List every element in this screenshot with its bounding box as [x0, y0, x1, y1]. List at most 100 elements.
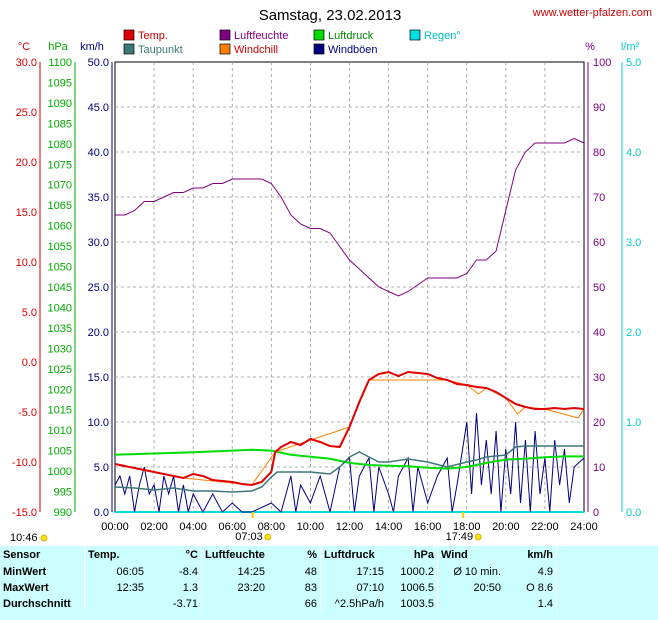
pressure-tick-label: 1065 — [48, 200, 72, 212]
humidity-tick-label: 40 — [593, 327, 605, 339]
pressure-tick-label: 1060 — [48, 221, 72, 233]
wind-tick-label: 30.0 — [88, 237, 109, 249]
chart-title: Samstag, 23.02.2013 — [259, 7, 402, 24]
stats-head-temp-unit: °C — [185, 549, 198, 561]
legend-label: Temp. — [138, 30, 168, 42]
series-line-luftfeuchte — [115, 137, 585, 297]
wind-tick-label: 45.0 — [88, 102, 109, 114]
wind-tick-label: 0.0 — [94, 507, 109, 519]
pressure-tick-label: 1050 — [48, 262, 72, 274]
rain-unit-label: l/m² — [621, 41, 640, 53]
stats-head-wind-unit: km/h — [527, 549, 553, 561]
legend-label: Regen° — [424, 30, 461, 42]
time-tick-label: 06:00 — [218, 521, 246, 533]
pressure-tick-label: 1010 — [48, 425, 72, 437]
stats-wind-value: 1.4 — [537, 598, 553, 610]
temp-tick-label: 20.0 — [16, 157, 37, 169]
rain-tick-label: 2.0 — [626, 327, 641, 339]
stats-wind-label: Ø 10 min. — [437, 564, 504, 580]
sun-times: 07:03 17:49 10:46 — [10, 512, 482, 544]
stats-press-value: 1003.5 — [400, 598, 434, 610]
pressure-tick-label: 990 — [54, 507, 72, 519]
stats-press-time: 17:15 — [320, 564, 387, 580]
stats-spacer — [556, 580, 658, 596]
sunset-icon — [474, 533, 482, 541]
legend-label: Windchill — [234, 44, 278, 56]
stats-label: Durchschnitt — [3, 598, 71, 610]
stats-head-sensor: Sensor — [3, 549, 41, 561]
legend-swatch — [219, 43, 231, 55]
legend-swatch — [123, 43, 135, 55]
wind-unit-label: km/h — [80, 41, 104, 53]
series-line-temp — [114, 370, 585, 487]
pressure-tick-label: 1100 — [48, 57, 72, 69]
legend-swatch — [313, 43, 325, 55]
pressure-tick-label: 1035 — [48, 323, 72, 335]
stats-temp-value: -3.71 — [172, 598, 198, 610]
pressure-tick-label: 1040 — [48, 302, 72, 314]
temp-tick-label: 10.0 — [16, 257, 37, 269]
temp-tick-label: -10.0 — [12, 457, 37, 469]
weather-chart: Samstag, 23.02.2013 www.wetter-pfalzen.c… — [10, 7, 652, 544]
stats-hum-value: 66 — [304, 598, 317, 610]
humidity-tick-label: 60 — [593, 237, 605, 249]
time-tick-label: 20:00 — [492, 521, 520, 533]
pressure-tick-label: 1045 — [48, 282, 72, 294]
humidity-tick-label: 0 — [593, 507, 599, 519]
time-tick-label: 08:00 — [258, 521, 286, 533]
stats-head-hum-unit: % — [307, 549, 317, 561]
pressure-unit-label: hPa — [48, 41, 68, 53]
chart-axes: °C hPa km/h% l/m² 30.0 25.0 20.0 15.0 10.0 5.0 0.0… — [12, 41, 641, 533]
humidity-tick-label: 100 — [593, 57, 611, 69]
stats-wind-label: 20:50 — [437, 580, 504, 596]
time-tick-label: 12:00 — [336, 521, 364, 533]
stats-head-press-unit: hPa — [413, 549, 434, 561]
pressure-tick-label: 1020 — [48, 384, 72, 396]
stats-head-temp: Temp. — [84, 546, 147, 564]
temp-tick-label: 15.0 — [16, 207, 37, 219]
stats-hum-time — [201, 596, 268, 612]
wind-tick-label: 20.0 — [88, 327, 109, 339]
legend-label: Taupunkt — [138, 44, 183, 56]
pressure-tick-label: 1025 — [48, 364, 72, 376]
wind-tick-label: 15.0 — [88, 372, 109, 384]
pressure-tick-label: 1015 — [48, 405, 72, 417]
time-tick-label: 14:00 — [375, 521, 403, 533]
sunset-time: 17:49 — [446, 531, 474, 543]
legend-swatch — [313, 29, 325, 41]
stats-hum-value: 48 — [304, 566, 317, 578]
stats-row-max: MaxWert 12:35 1.3 23:20 83 07:10 1006.5 … — [0, 580, 658, 596]
temp-tick-label: 30.0 — [16, 57, 37, 69]
chart-legend: Temp. Taupunkt Luftfeuchte Windchill Luftdru… — [123, 29, 461, 56]
time-tick-label: 24:00 — [570, 521, 598, 533]
wind-tick-label: 40.0 — [88, 147, 109, 159]
pressure-tick-label: 995 — [54, 487, 72, 499]
legend-swatch — [123, 29, 135, 41]
stats-spacer — [556, 564, 658, 580]
stats-spacer — [556, 596, 658, 612]
stats-label: MinWert — [3, 566, 47, 578]
sunrise-time: 07:03 — [235, 531, 263, 543]
time-tick-label: 00:00 — [101, 521, 129, 533]
wind-tick-label: 10.0 — [88, 417, 109, 429]
humidity-tick-label: 10 — [593, 462, 605, 474]
chart-series — [114, 137, 585, 514]
legend-label: Windböen — [328, 44, 378, 56]
rain-tick-label: 3.0 — [626, 237, 641, 249]
time-tick-label: 18:00 — [453, 521, 481, 533]
pressure-tick-label: 1085 — [48, 118, 72, 130]
series-line-taupunkt — [114, 445, 584, 493]
wind-tick-label: 5.0 — [94, 462, 109, 474]
time-tick-label: 04:00 — [179, 521, 207, 533]
humidity-tick-label: 90 — [593, 102, 605, 114]
humidity-tick-label: 80 — [593, 147, 605, 159]
stats-press-time: 07:10 — [320, 580, 387, 596]
temp-tick-label: -15.0 — [12, 507, 37, 519]
stats-head-press: Luftdruck — [320, 546, 387, 564]
stats-head-wind: Wind — [437, 546, 504, 564]
legend-swatch — [409, 29, 421, 41]
stats-wind-value: 4.9 — [537, 566, 553, 578]
sunrise-icon — [264, 533, 272, 541]
stats-hum-time: 14:25 — [201, 564, 268, 580]
stats-label: MaxWert — [3, 582, 49, 594]
